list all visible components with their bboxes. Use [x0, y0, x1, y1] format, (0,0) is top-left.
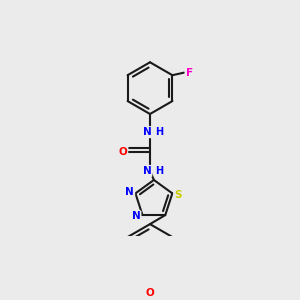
Text: S: S: [174, 190, 182, 200]
Text: N: N: [125, 187, 134, 197]
Text: O: O: [118, 146, 127, 157]
Text: H: H: [155, 127, 163, 137]
Text: N: N: [132, 212, 140, 221]
Text: N: N: [142, 166, 151, 176]
Text: O: O: [146, 288, 154, 298]
Text: F: F: [186, 68, 193, 78]
Text: H: H: [155, 166, 163, 176]
Text: N: N: [142, 127, 151, 137]
